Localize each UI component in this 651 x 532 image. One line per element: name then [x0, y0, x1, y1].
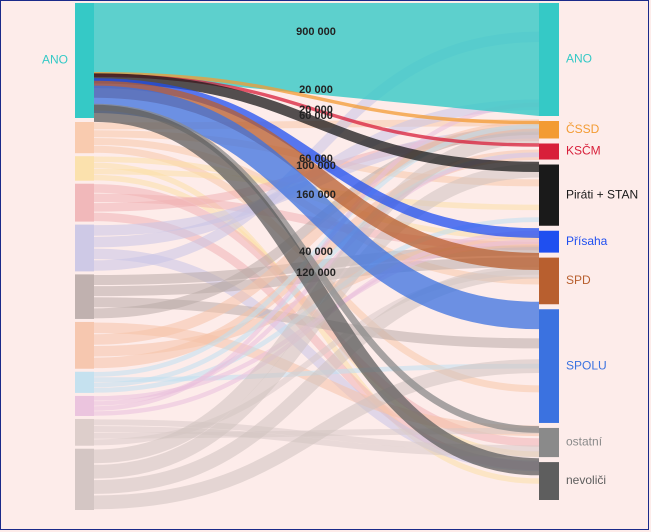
- right-node-spolu[interactable]: [539, 309, 559, 423]
- right-node-nevolici[interactable]: [539, 462, 559, 500]
- background-link: [93, 163, 540, 479]
- right-nodes: [539, 3, 559, 500]
- right-node-label-pirati-stan: Piráti + STAN: [566, 187, 638, 201]
- value-label-kscm: 20 000: [299, 104, 333, 116]
- value-label-spolu: 160 000: [296, 189, 336, 201]
- left-nodes: [75, 3, 94, 510]
- right-node-cssd[interactable]: [539, 121, 559, 139]
- ano-links: [93, 3, 540, 476]
- left-node-label: ANO: [42, 53, 68, 67]
- right-node-spd[interactable]: [539, 257, 559, 305]
- value-label-ostatni: 40 000: [299, 246, 333, 258]
- left-node-other[interactable]: [75, 274, 94, 319]
- right-node-label-nevolici: nevoliči: [566, 473, 606, 487]
- background-link: [93, 102, 540, 411]
- link-ano-spolu[interactable]: [93, 85, 540, 330]
- value-label-prisaha: 60 000: [299, 153, 333, 165]
- left-node-other[interactable]: [75, 122, 94, 154]
- left-node-other[interactable]: [75, 371, 94, 393]
- right-node-label-cssd: ČSSD: [566, 121, 600, 136]
- link-ano-cssd[interactable]: [93, 72, 540, 125]
- value-label-nevolici: 120 000: [296, 267, 336, 279]
- right-node-pirati-stan[interactable]: [539, 164, 559, 226]
- link-ano-nevolici[interactable]: [93, 104, 540, 476]
- left-node-other[interactable]: [75, 183, 94, 222]
- link-ano-pirati-stan[interactable]: [93, 73, 540, 172]
- value-label-spd: 100 000: [296, 160, 336, 172]
- left-node-other[interactable]: [75, 395, 94, 416]
- right-node-label-prisaha: Přísaha: [566, 234, 608, 248]
- background-link: [93, 264, 540, 494]
- left-node-other[interactable]: [75, 156, 94, 181]
- link-ano-ano[interactable]: [94, 3, 539, 116]
- left-node-other[interactable]: [75, 224, 94, 272]
- value-label-ano: 900 000: [296, 26, 336, 38]
- right-node-label-kscm: KSČM: [566, 143, 601, 158]
- left-node-other[interactable]: [75, 321, 94, 369]
- left-node-other[interactable]: [75, 448, 94, 510]
- right-node-label-spolu: SPOLU: [566, 358, 607, 372]
- right-node-label-ostatni: ostatní: [566, 435, 603, 449]
- left-node-other[interactable]: [75, 418, 94, 446]
- right-node-prisaha[interactable]: [539, 230, 559, 253]
- right-node-kscm[interactable]: [539, 143, 559, 160]
- right-node-label-ano: ANO: [566, 52, 592, 66]
- value-label-pirati-stan: 60 000: [299, 110, 333, 122]
- right-node-ano[interactable]: [539, 3, 559, 116]
- background-link: [93, 359, 540, 510]
- value-label-cssd: 20 000: [299, 84, 333, 96]
- left-node-ano[interactable]: [75, 3, 94, 118]
- right-node-ostatni[interactable]: [539, 427, 559, 458]
- right-node-label-spd: SPD: [566, 273, 591, 287]
- labels: ANO ANO ČSSD KSČM Piráti + STAN Přísaha SPD SPO…: [42, 26, 638, 487]
